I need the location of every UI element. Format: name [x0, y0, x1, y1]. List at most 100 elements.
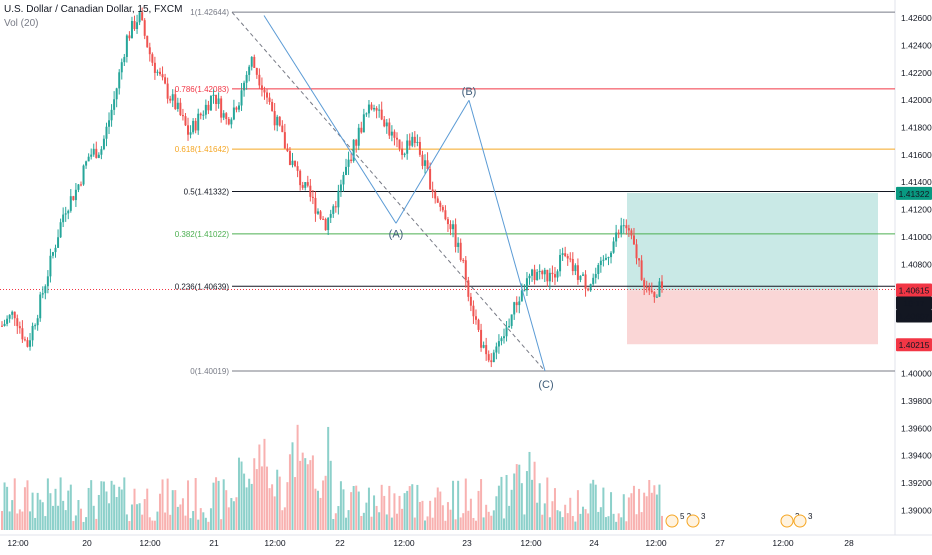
candle-body[interactable]	[602, 259, 605, 261]
wave-segment[interactable]	[263, 15, 397, 224]
candle-body[interactable]	[67, 210, 70, 214]
candle-body[interactable]	[250, 56, 253, 67]
candle-body[interactable]	[212, 94, 215, 96]
candle-body[interactable]	[643, 279, 646, 287]
candle-body[interactable]	[227, 119, 230, 125]
event-badge-icon[interactable]	[780, 514, 794, 528]
candle-body[interactable]	[110, 109, 113, 121]
candle-body[interactable]	[232, 107, 235, 120]
candle-body[interactable]	[632, 235, 635, 245]
candle-body[interactable]	[100, 149, 103, 155]
candle-body[interactable]	[21, 328, 24, 340]
candle-body[interactable]	[151, 54, 154, 63]
candle-body[interactable]	[398, 139, 401, 149]
candle-body[interactable]	[477, 319, 480, 330]
candle-body[interactable]	[306, 182, 309, 186]
candle-body[interactable]	[92, 148, 95, 155]
candle-body[interactable]	[225, 113, 228, 120]
candle-body[interactable]	[582, 274, 585, 276]
candle-body[interactable]	[187, 125, 190, 135]
candle-body[interactable]	[401, 148, 404, 155]
candle-body[interactable]	[490, 360, 493, 363]
candle-body[interactable]	[278, 116, 281, 126]
candle-body[interactable]	[217, 98, 220, 105]
candle-body[interactable]	[255, 67, 258, 75]
candle-body[interactable]	[497, 341, 500, 347]
candle-body[interactable]	[327, 217, 330, 231]
candle-body[interactable]	[82, 165, 85, 185]
wave-segment[interactable]	[395, 99, 470, 224]
candle-body[interactable]	[291, 160, 294, 165]
candle-body[interactable]	[245, 74, 248, 83]
candle-body[interactable]	[569, 258, 572, 260]
candle-body[interactable]	[597, 265, 600, 275]
candle-body[interactable]	[299, 170, 302, 186]
candle-body[interactable]	[108, 120, 111, 127]
candle-body[interactable]	[322, 218, 325, 220]
candle-body[interactable]	[350, 159, 353, 161]
candle-body[interactable]	[551, 272, 554, 275]
candle-body[interactable]	[661, 281, 663, 288]
candle-body[interactable]	[538, 270, 541, 273]
candle-body[interactable]	[444, 210, 447, 220]
candle-body[interactable]	[648, 287, 651, 291]
candle-body[interactable]	[87, 156, 90, 162]
candle-body[interactable]	[485, 345, 488, 355]
candle-body[interactable]	[281, 125, 284, 133]
candle-body[interactable]	[431, 189, 434, 192]
candle-body[interactable]	[44, 286, 47, 294]
candle-body[interactable]	[406, 140, 409, 154]
candle-body[interactable]	[457, 242, 460, 247]
candle-body[interactable]	[39, 294, 42, 319]
candle-body[interactable]	[487, 354, 490, 361]
candle-body[interactable]	[467, 280, 470, 297]
candle-body[interactable]	[46, 276, 49, 287]
candle-body[interactable]	[115, 88, 118, 100]
candle-body[interactable]	[505, 327, 508, 337]
candle-body[interactable]	[531, 269, 534, 276]
candle-body[interactable]	[352, 139, 355, 161]
candle-body[interactable]	[388, 122, 391, 136]
candle-body[interactable]	[41, 293, 44, 295]
candle-body[interactable]	[97, 154, 100, 158]
candle-body[interactable]	[403, 153, 406, 155]
candle-body[interactable]	[653, 292, 656, 298]
candle-body[interactable]	[495, 346, 498, 353]
candle-body[interactable]	[617, 232, 620, 234]
candle-body[interactable]	[561, 253, 564, 255]
candle-body[interactable]	[192, 120, 195, 133]
candle-body[interactable]	[520, 290, 523, 302]
candle-body[interactable]	[26, 340, 29, 347]
candle-body[interactable]	[518, 301, 521, 306]
fib-trend-line[interactable]	[231, 11, 546, 372]
candle-body[interactable]	[439, 202, 442, 207]
candle-body[interactable]	[658, 281, 661, 297]
candle-body[interactable]	[462, 259, 465, 261]
candle-body[interactable]	[235, 107, 238, 110]
candle-body[interactable]	[553, 274, 556, 278]
candle-body[interactable]	[54, 247, 57, 253]
candle-body[interactable]	[373, 108, 376, 110]
candle-body[interactable]	[62, 214, 65, 223]
candle-body[interactable]	[59, 222, 62, 238]
candle-body[interactable]	[118, 72, 121, 89]
candle-body[interactable]	[64, 213, 67, 215]
candle-body[interactable]	[418, 141, 421, 155]
candle-body[interactable]	[69, 196, 72, 211]
candle-body[interactable]	[416, 141, 419, 143]
candle-body[interactable]	[339, 184, 342, 191]
volume-indicator-title[interactable]: Vol (20)	[4, 18, 39, 29]
candle-body[interactable]	[123, 56, 126, 63]
candle-body[interactable]	[329, 213, 332, 218]
candle-body[interactable]	[449, 224, 452, 230]
candle-body[interactable]	[36, 318, 39, 326]
candle-body[interactable]	[105, 126, 108, 139]
candle-body[interactable]	[34, 325, 37, 327]
candle-body[interactable]	[248, 66, 251, 75]
candle-body[interactable]	[413, 136, 416, 143]
candle-body[interactable]	[528, 275, 531, 279]
candle-body[interactable]	[421, 154, 424, 166]
candle-body[interactable]	[143, 20, 146, 36]
candle-body[interactable]	[365, 113, 368, 115]
